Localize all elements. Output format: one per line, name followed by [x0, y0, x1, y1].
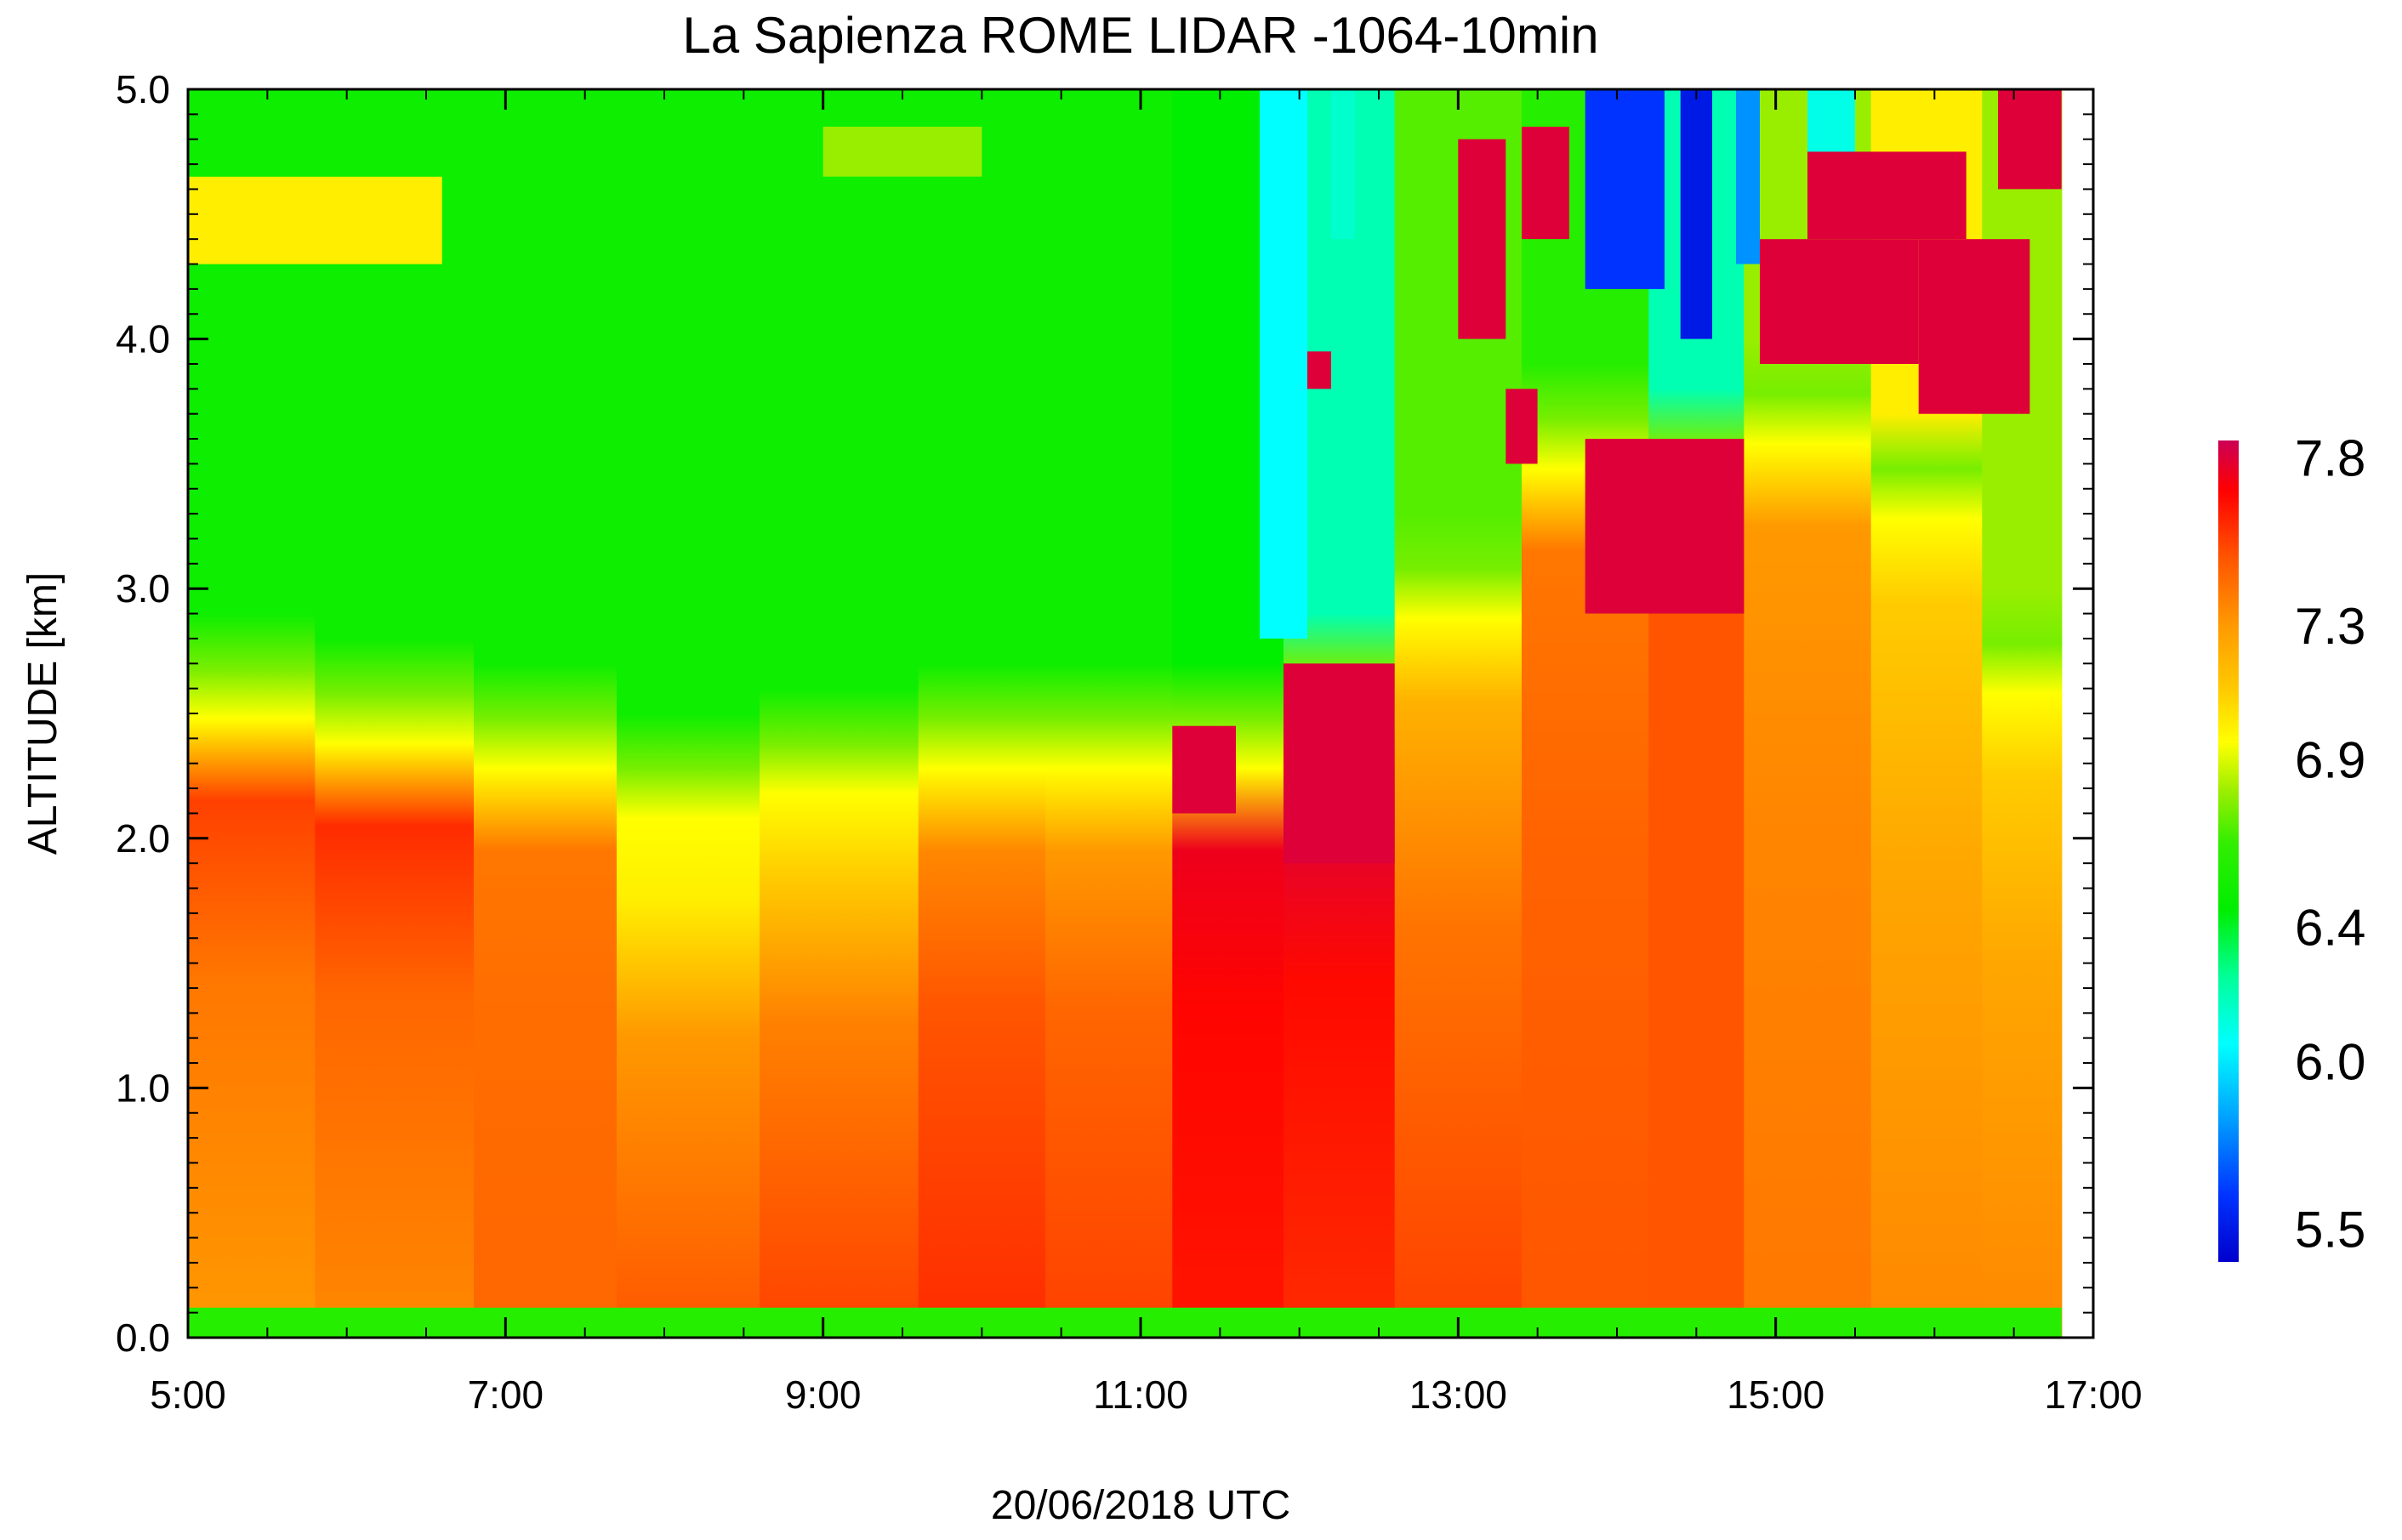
- y-tick-label: 0.0: [116, 1316, 170, 1360]
- heatmap-cloud: [1284, 663, 1395, 864]
- x-tick-label: 13:00: [1409, 1372, 1507, 1417]
- heatmap-cloud: [1585, 439, 1745, 614]
- x-tick-label: 11:00: [1093, 1372, 1188, 1417]
- y-tick-label: 4.0: [116, 317, 170, 361]
- heatmap-aerosol-layer: [188, 176, 442, 264]
- colorbar: 7.8 7.3 6.9 6.4 6.0 5.5: [2218, 430, 2365, 1262]
- x-tick-label: 15:00: [1727, 1372, 1824, 1417]
- y-tick-label: 5.0: [116, 67, 170, 111]
- heatmap-column: [315, 89, 475, 1338]
- heatmap-column: [1522, 89, 1650, 1338]
- colorbar-tick-label: 6.0: [2295, 1033, 2365, 1090]
- x-tick-label: 5:00: [150, 1372, 226, 1417]
- heatmap-column: [617, 89, 760, 1338]
- heatmap-column: [918, 89, 1046, 1338]
- heatmap-cloud: [1998, 89, 2062, 190]
- heatmap-column: [188, 89, 316, 1338]
- heatmap-column: [760, 89, 919, 1338]
- colorbar-tick-label: 6.9: [2295, 732, 2365, 789]
- heatmap-column: [474, 89, 618, 1338]
- heatmap-clear-column: [1680, 89, 1712, 339]
- heatmap-aerosol-layer: [822, 127, 982, 177]
- y-axis: 0.0 1.0 2.0 3.0 4.0 5.0: [116, 67, 2093, 1360]
- heatmap-surface: [188, 1307, 2062, 1338]
- colorbar-tick-label: 5.5: [2295, 1202, 2365, 1259]
- y-tick-label: 3.0: [116, 566, 170, 611]
- x-axis: 5:00 7:00 9:00 11:00 13:00 15:00 17:00: [150, 89, 2143, 1417]
- y-axis-label: ALTITUDE [km]: [20, 572, 65, 855]
- heatmap-cloud: [1172, 725, 1236, 814]
- x-tick-label: 17:00: [2044, 1372, 2142, 1417]
- y-tick-label: 2.0: [116, 816, 170, 861]
- heatmap-column: [1045, 89, 1174, 1338]
- colorbar-gradient: [2218, 440, 2239, 1262]
- heatmap-cloud: [1522, 127, 1569, 240]
- heatmap-cloud: [1918, 239, 2030, 414]
- heatmap-cloud: [1458, 139, 1506, 339]
- y-tick-label: 1.0: [116, 1065, 170, 1110]
- heatmap-clear-column: [1585, 89, 1665, 289]
- heatmap-area: [188, 89, 2063, 1338]
- heatmap-cloud: [1807, 151, 1967, 240]
- colorbar-tick-label: 7.8: [2295, 430, 2365, 487]
- x-axis-label: 20/06/2018 UTC: [991, 1483, 1290, 1528]
- heatmap-clear-column: [1331, 89, 1355, 240]
- chart-title: La Sapienza ROME LIDAR -1064-10min: [682, 7, 1598, 64]
- heatmap-clear-column: [1260, 89, 1307, 639]
- x-tick-label: 7:00: [468, 1372, 544, 1417]
- colorbar-tick-label: 6.4: [2295, 900, 2365, 957]
- heatmap-cloud: [1760, 239, 1919, 364]
- heatmap-clear-column: [1736, 89, 1760, 264]
- x-tick-label: 9:00: [785, 1372, 862, 1417]
- heatmap-cloud: [1506, 389, 1538, 464]
- colorbar-tick-label: 7.3: [2295, 598, 2365, 655]
